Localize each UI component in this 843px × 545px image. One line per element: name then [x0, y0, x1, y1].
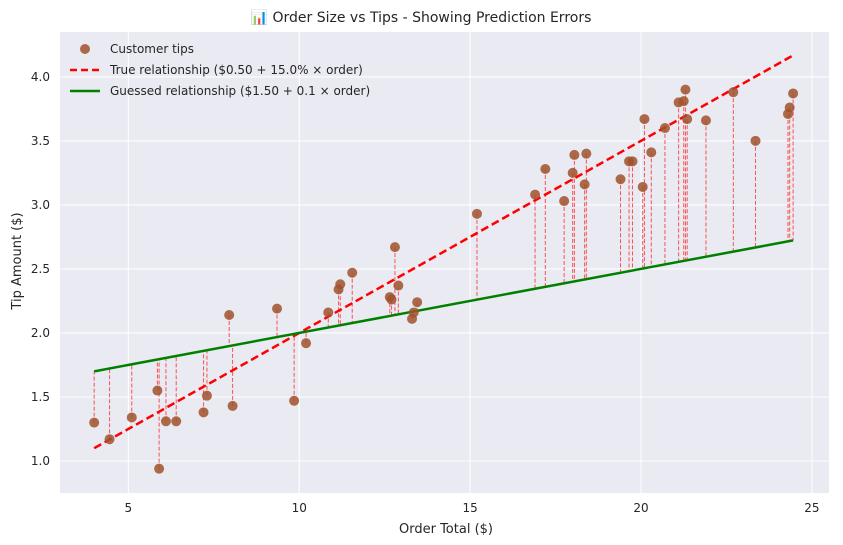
legend-label-points: Customer tips [110, 42, 194, 56]
data-point [530, 189, 541, 200]
data-point [289, 395, 300, 406]
data-point [682, 114, 693, 125]
data-point [615, 174, 626, 185]
data-point [559, 196, 570, 207]
data-point [579, 179, 590, 190]
data-point [171, 416, 182, 427]
legend-marker-points [80, 44, 90, 54]
y-tick-label: 2.5 [31, 262, 50, 276]
grid [60, 32, 829, 493]
data-point [581, 148, 592, 159]
true-relationship-line [93, 54, 794, 450]
data-point [89, 417, 100, 428]
x-axis-label: Order Total ($) [399, 522, 493, 537]
data-point [728, 87, 739, 98]
data-point [646, 147, 657, 158]
data-point [637, 181, 648, 192]
data-point [471, 208, 482, 219]
data-point [750, 135, 761, 146]
data-point [408, 307, 419, 318]
y-tick-label: 4.0 [31, 70, 50, 84]
data-point [160, 416, 171, 427]
data-point [198, 407, 209, 418]
legend-label-true-line: True relationship ($0.50 + 15.0% × order… [109, 63, 363, 77]
data-point [386, 294, 397, 305]
data-point [540, 164, 551, 175]
data-point [152, 385, 163, 396]
regression-lines [93, 54, 794, 450]
data-point [567, 167, 578, 178]
x-tick-label: 25 [804, 501, 819, 515]
data-point [639, 114, 650, 125]
y-tick-label: 3.0 [31, 198, 50, 212]
guessed-relationship-line [93, 239, 794, 373]
data-point [393, 280, 404, 291]
data-point [272, 303, 283, 314]
axis-ticks: 5 10 15 20 25 1.0 1.5 2.0 2.5 3.0 3.5 4.0 [31, 70, 820, 515]
data-point [224, 310, 235, 321]
y-tick-label: 1.0 [31, 454, 50, 468]
data-point [104, 434, 115, 445]
y-tick-label: 3.5 [31, 134, 50, 148]
data-point [700, 115, 711, 126]
data-point [201, 390, 212, 401]
x-tick-label: 15 [462, 501, 477, 515]
data-point [788, 88, 799, 99]
x-tick-label: 5 [125, 501, 133, 515]
data-point [678, 96, 689, 107]
legend-label-guess-line: Guessed relationship ($1.50 + 0.1 × orde… [110, 84, 370, 98]
data-point [347, 267, 358, 278]
data-point [627, 156, 638, 167]
legend: Customer tips True relationship ($0.50 +… [70, 42, 370, 98]
y-tick-label: 1.5 [31, 390, 50, 404]
data-point [227, 400, 238, 411]
plot-area [60, 32, 829, 493]
x-tick-label: 20 [633, 501, 648, 515]
data-point [659, 123, 670, 134]
data-point [569, 149, 580, 160]
error-lines [93, 89, 794, 469]
data-point [335, 279, 346, 290]
data-point [680, 84, 691, 95]
data-point [412, 297, 423, 308]
data-point [323, 307, 334, 318]
y-axis-label: Tip Amount ($) [10, 212, 25, 310]
x-tick-label: 10 [292, 501, 307, 515]
data-point [389, 242, 400, 253]
data-point [126, 412, 137, 423]
data-points [89, 84, 799, 474]
y-tick-label: 2.0 [31, 326, 50, 340]
data-point [784, 102, 795, 113]
chart-title: 📊 Order Size vs Tips - Showing Predictio… [251, 9, 592, 26]
data-point [301, 338, 312, 349]
data-point [154, 463, 165, 474]
